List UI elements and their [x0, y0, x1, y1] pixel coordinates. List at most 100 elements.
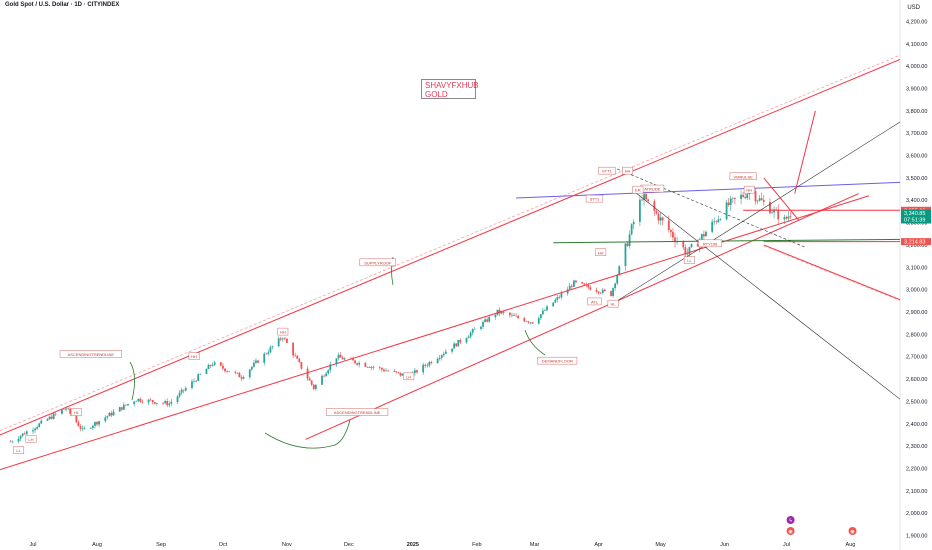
candle-body — [339, 354, 342, 358]
y-tick-label: 3,300.00 — [906, 221, 927, 227]
candle-body — [308, 378, 311, 381]
candle-body — [587, 284, 590, 288]
candle-body — [191, 381, 193, 389]
candle-body — [754, 191, 757, 202]
candle-body — [137, 398, 140, 401]
annotation-label: ATRUDE — [644, 187, 660, 192]
candle-body — [484, 319, 486, 323]
candle-body — [83, 428, 86, 429]
candle-body — [141, 401, 144, 403]
candle-body — [762, 200, 765, 202]
candle-body — [321, 375, 323, 385]
price-label-box — [901, 209, 931, 224]
candle-body — [209, 364, 212, 366]
candle-body — [618, 266, 621, 276]
candle-body — [488, 316, 491, 322]
candle-body — [133, 401, 136, 405]
watermark-line-2: GOLD — [425, 90, 448, 99]
annotation-box — [70, 408, 82, 416]
candle-body — [674, 237, 676, 243]
candle-body — [787, 216, 790, 219]
candle-body — [255, 360, 257, 363]
candle-body — [54, 413, 57, 415]
candle-body — [775, 209, 778, 211]
ascending-trendline-lower — [305, 193, 859, 440]
candle-body — [517, 315, 520, 319]
watermark-box: SHAVYFXHUB GOLD — [421, 79, 479, 99]
candle-body — [242, 377, 245, 379]
candle-body — [769, 201, 771, 214]
candle-body — [98, 421, 100, 425]
candle-body — [444, 351, 447, 354]
candle-body — [21, 433, 24, 436]
candle-body — [711, 221, 714, 232]
candle-body — [195, 380, 198, 382]
red-descending-line — [763, 244, 901, 301]
x-tick-label: Oct — [219, 542, 228, 548]
x-tick-label: Jul — [783, 542, 790, 548]
candle-body — [36, 427, 39, 429]
candle-body — [176, 396, 179, 402]
y-tick-label: 2,400.00 — [906, 422, 927, 428]
annotation-label: ASCENDINGTRENDLINE — [68, 352, 115, 357]
candle-body — [211, 364, 214, 366]
candle-body — [789, 216, 792, 218]
annotation-label: STT1 — [602, 169, 613, 174]
price-label-text: 3,214.83 — [904, 240, 925, 246]
y-tick-label: 1,900.00 — [906, 534, 927, 540]
candle-body — [323, 375, 325, 377]
candle-body — [164, 401, 167, 404]
annotation-box — [537, 356, 578, 365]
y-tick-label: 2,600.00 — [906, 377, 927, 383]
x-tick-label: Dec — [344, 542, 354, 548]
candle-body — [773, 209, 775, 213]
y-tick-label: 2,700.00 — [906, 355, 927, 361]
candle-body — [118, 407, 121, 412]
candle-body — [149, 399, 152, 401]
candle-body — [279, 338, 282, 340]
flag-event-icon: ◉ — [788, 529, 792, 535]
candle-body — [329, 364, 332, 371]
candle-body — [180, 389, 183, 393]
annotation-label: HH — [625, 169, 631, 174]
candle-body — [234, 371, 237, 373]
annotation-label: HL — [611, 302, 617, 307]
y-tick-label: 3,000.00 — [906, 288, 927, 294]
candle-body — [597, 291, 600, 293]
candle-body — [438, 357, 441, 359]
candle-body — [486, 319, 489, 322]
candle-body — [168, 403, 171, 406]
x-tick-label: Jul — [30, 542, 37, 548]
candle-body — [356, 363, 359, 365]
candle-body — [657, 213, 660, 221]
candle-body — [89, 427, 92, 429]
annotation-box — [25, 435, 37, 443]
candle-body — [742, 194, 745, 197]
candle-body — [682, 241, 685, 248]
y-tick-label: 2,200.00 — [906, 466, 927, 472]
y-tick-label: 4,000.00 — [906, 64, 927, 70]
candle-body — [589, 287, 592, 290]
x-tick-label: May — [655, 542, 666, 548]
candle-body — [267, 352, 270, 354]
candle-body — [23, 433, 26, 435]
candle-body — [238, 372, 241, 378]
candle-body — [397, 372, 400, 373]
candle-body — [568, 285, 571, 290]
candle-body — [341, 357, 344, 360]
annotation-box — [598, 166, 616, 175]
candle-body — [135, 400, 138, 402]
candle-body — [583, 283, 586, 285]
candle-body — [643, 194, 645, 200]
candle-body — [626, 243, 629, 247]
candle-body — [731, 197, 734, 199]
candle-body — [110, 412, 113, 416]
candle-body — [248, 369, 251, 378]
candle-body — [46, 419, 49, 421]
annotation-box — [587, 297, 602, 306]
candle-body — [513, 314, 515, 316]
candle-body — [655, 210, 658, 214]
candle-body — [614, 283, 617, 289]
y-tick-label: 2,100.00 — [906, 489, 927, 495]
